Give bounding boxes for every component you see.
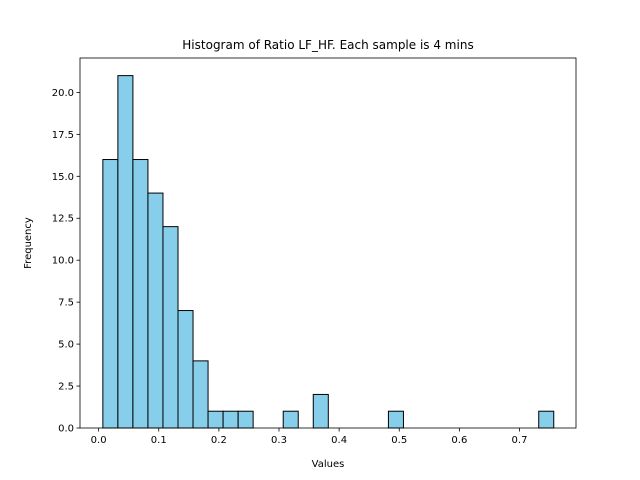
- x-tick-label: 0.0: [91, 435, 107, 446]
- y-tick-label: 12.5: [52, 214, 74, 225]
- x-tick-label: 0.3: [271, 435, 287, 446]
- x-ticks-group: 0.0 0.1 0.2 0.3 0.4 0.5 0.6 0.7: [91, 428, 528, 446]
- y-tick-label: 17.5: [52, 130, 74, 141]
- histogram-bar: [387, 410, 404, 429]
- y-tick-label: 2.5: [58, 382, 74, 393]
- y-axis-label: Frequency: [23, 217, 34, 269]
- y-tick-label: 10.0: [52, 256, 74, 267]
- histogram-bar: [538, 410, 555, 429]
- x-tick-label: 0.5: [391, 435, 407, 446]
- histogram-bar: [207, 410, 224, 429]
- y-tick-label: 5.0: [58, 340, 74, 351]
- x-tick-label: 0.4: [331, 435, 347, 446]
- histogram-bar: [192, 360, 209, 429]
- y-ticks-group: 0.0 2.5 5.0 7.5 10.0 12.5 15.0 17.5 20.0: [52, 88, 80, 435]
- y-tick-label: 15.0: [52, 172, 74, 183]
- plot-frame: [79, 57, 577, 429]
- chart-title: Histogram of Ratio LF_HF. Each sample is…: [182, 38, 473, 52]
- histogram-bar: [312, 393, 329, 429]
- x-tick-label: 0.6: [451, 435, 467, 446]
- y-tick-label: 0.0: [58, 424, 74, 435]
- histogram-bar: [237, 410, 254, 429]
- histogram-bar: [162, 226, 179, 429]
- histogram-bar: [147, 192, 164, 429]
- histogram-bar: [222, 410, 239, 429]
- histogram-bar: [102, 159, 119, 429]
- histogram-bar: [117, 75, 134, 429]
- x-tick-label: 0.7: [512, 435, 528, 446]
- histogram-bar: [132, 159, 149, 429]
- x-tick-label: 0.1: [151, 435, 167, 446]
- y-tick-label: 7.5: [58, 298, 74, 309]
- y-tick-label: 20.0: [52, 88, 74, 99]
- bars-group: [102, 75, 555, 429]
- histogram-bar: [177, 310, 194, 429]
- x-tick-label: 0.2: [211, 435, 227, 446]
- x-axis-label: Values: [312, 459, 345, 470]
- histogram-bar: [282, 410, 299, 429]
